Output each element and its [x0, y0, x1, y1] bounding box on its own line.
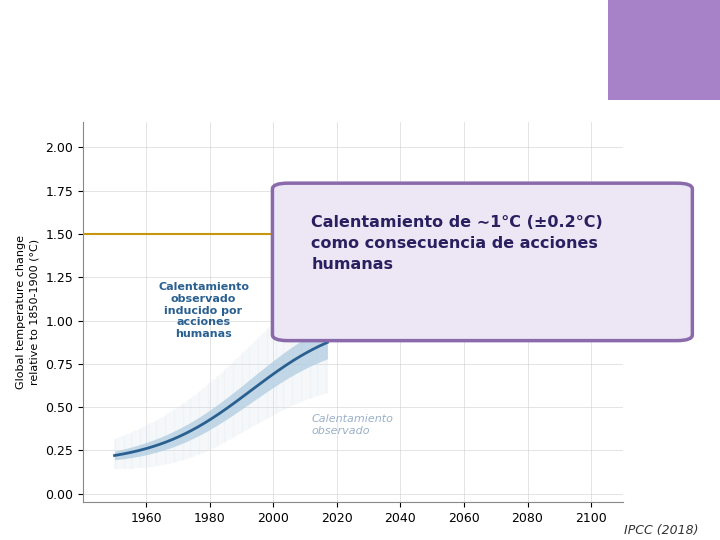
- Text: IPCC (2018): IPCC (2018): [624, 524, 698, 537]
- Text: Calentamiento
observado
inducido por
acciones
humanas: Calentamiento observado inducido por acc…: [158, 282, 249, 339]
- Bar: [608, 0, 720, 100]
- Y-axis label: Global temperature change
relative to 1850-1900 (°C): Global temperature change relative to 18…: [17, 235, 40, 389]
- Text: 2017—: 2017—: [332, 306, 372, 316]
- Text: Evolución de la temperatura media global respecto del
período pre-industrial (18: Evolución de la temperatura media global…: [9, 22, 547, 64]
- FancyBboxPatch shape: [272, 183, 693, 341]
- Text: Calentamiento de ∼1°C (±0.2°C)
como consecuencia de acciones
humanas: Calentamiento de ∼1°C (±0.2°C) como cons…: [311, 215, 603, 272]
- Text: Calentamiento
observado: Calentamiento observado: [312, 414, 393, 436]
